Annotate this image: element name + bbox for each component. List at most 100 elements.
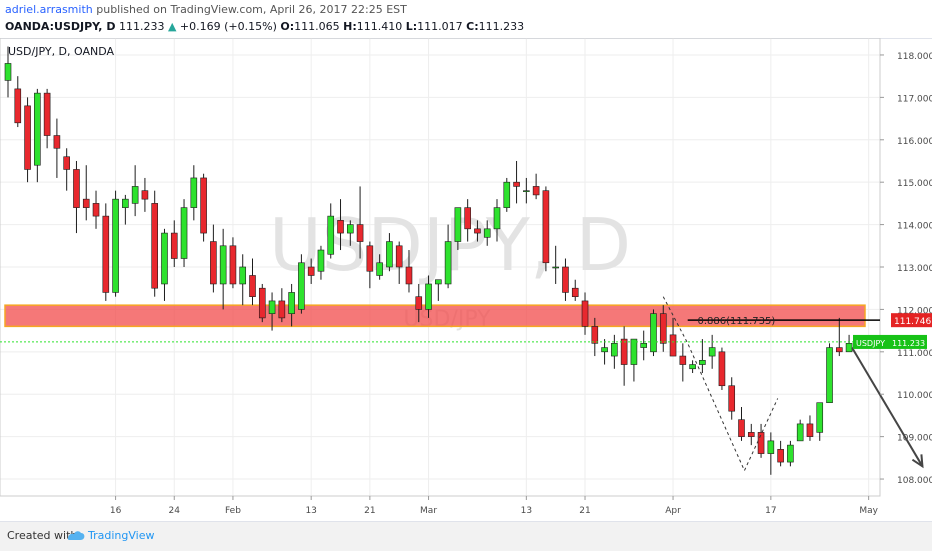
low-label: L: bbox=[405, 20, 418, 33]
current-price-tag-text: 111.233 bbox=[892, 339, 925, 348]
candle-body bbox=[659, 313, 667, 344]
candle-body bbox=[757, 432, 765, 454]
candle-body bbox=[210, 241, 217, 285]
up-arrow-icon: ▲ bbox=[167, 20, 177, 33]
candle-body bbox=[542, 190, 550, 264]
candle-body bbox=[718, 351, 726, 387]
y-tick-label: 112.000 bbox=[897, 306, 932, 316]
current-price-tag bbox=[890, 334, 927, 349]
candle-body bbox=[571, 287, 579, 297]
x-tick-label: 17 bbox=[765, 506, 776, 516]
candlestick-chart[interactable]: USDJPY, D USD/JPY 0.886(111.735) 108.000… bbox=[0, 37, 932, 520]
open-value: 111.065 bbox=[294, 20, 340, 33]
candle-body bbox=[738, 419, 745, 437]
candle-body bbox=[699, 359, 706, 365]
candle-body bbox=[835, 347, 843, 353]
candle-body bbox=[102, 215, 110, 293]
y-tick-label: 114.000 bbox=[897, 222, 932, 232]
candle-body bbox=[601, 347, 608, 353]
chart-header: adriel.arrasmith published on TradingVie… bbox=[0, 0, 932, 39]
candle-body bbox=[268, 300, 276, 314]
candle-body bbox=[747, 432, 755, 437]
projection-arrow-line bbox=[851, 347, 924, 467]
candle-body bbox=[24, 105, 31, 170]
tradingview-link[interactable]: TradingView bbox=[88, 529, 155, 542]
candle-body bbox=[532, 186, 540, 196]
publish-info: adriel.arrasmith published on TradingVie… bbox=[5, 3, 407, 16]
candle-body bbox=[141, 190, 149, 200]
candle-body bbox=[229, 245, 237, 285]
candle-body bbox=[92, 203, 100, 217]
candle-body bbox=[180, 207, 188, 259]
candle-body bbox=[239, 266, 247, 285]
candle-body bbox=[777, 449, 784, 463]
x-tick-label: 21 bbox=[579, 506, 590, 516]
candle-body bbox=[190, 177, 198, 208]
candle-body bbox=[444, 241, 452, 285]
close-label: C: bbox=[466, 20, 479, 33]
high-label: H: bbox=[343, 20, 357, 33]
candle-body bbox=[376, 262, 383, 276]
y-tick-label: 118.000 bbox=[897, 52, 932, 62]
candle-body bbox=[298, 262, 305, 310]
candle-body bbox=[435, 279, 442, 285]
candle-body bbox=[493, 207, 501, 230]
candle-body bbox=[317, 249, 325, 272]
resistance-zone bbox=[4, 304, 866, 328]
x-tick-label: Mar bbox=[420, 506, 437, 516]
candle-body bbox=[112, 198, 119, 293]
published-text: published on TradingView.com, April 26, … bbox=[96, 3, 407, 16]
candle-body bbox=[327, 215, 335, 255]
candle-body bbox=[82, 198, 90, 208]
candle-body bbox=[122, 198, 129, 208]
candle-body bbox=[415, 296, 423, 310]
candle-body bbox=[640, 343, 648, 348]
candle-body bbox=[73, 169, 80, 208]
candle-body bbox=[669, 334, 677, 357]
chart-area[interactable]: USDJPY, D USD/JPY 0.886(111.735) 108.000… bbox=[0, 37, 932, 520]
candle-body bbox=[151, 203, 158, 289]
candle-body bbox=[513, 181, 520, 187]
candle-body bbox=[708, 347, 716, 357]
candle-body bbox=[679, 355, 687, 365]
candle-body bbox=[620, 338, 628, 365]
candle-body bbox=[4, 63, 12, 81]
author-link[interactable]: adriel.arrasmith bbox=[5, 3, 93, 16]
symbol-tag bbox=[853, 334, 890, 349]
candle-body bbox=[689, 364, 696, 370]
projection-arrow-head bbox=[911, 454, 924, 469]
fib-level-label: 0.886(111.735) bbox=[697, 316, 775, 327]
candle-body bbox=[346, 224, 354, 234]
candle-body bbox=[454, 207, 462, 242]
candle-body bbox=[34, 92, 41, 166]
price-change: +0.169 (+0.15%) bbox=[179, 20, 277, 33]
candle-body bbox=[816, 402, 824, 433]
candle-body bbox=[562, 266, 569, 293]
candle-body bbox=[337, 220, 344, 234]
created-with-text: Created with bbox=[7, 529, 78, 542]
candle-body bbox=[258, 287, 266, 319]
candle-body bbox=[161, 232, 168, 285]
candle-body bbox=[581, 300, 589, 327]
candle-body bbox=[249, 275, 256, 297]
candle-body bbox=[425, 283, 432, 310]
candle-body bbox=[474, 228, 481, 234]
candle-body bbox=[630, 338, 638, 365]
harmonic-pattern-line bbox=[662, 296, 779, 472]
ohlc-legend: OANDA:USDJPY, D 111.233 ▲ +0.169 (+0.15%… bbox=[5, 20, 524, 33]
candle-body bbox=[278, 300, 286, 319]
candle-body bbox=[288, 292, 295, 314]
candle-body bbox=[503, 181, 511, 208]
fib-price-tag-text: 111.746 bbox=[894, 317, 931, 327]
x-tick-label: 13 bbox=[305, 506, 316, 516]
candle-body bbox=[170, 232, 178, 259]
footer: Created with TradingView bbox=[0, 521, 932, 551]
candle-body bbox=[405, 266, 413, 285]
candle-body bbox=[43, 92, 51, 136]
candle-body bbox=[395, 245, 403, 268]
candle-body bbox=[356, 224, 364, 242]
y-tick-label: 111.000 bbox=[897, 349, 932, 359]
y-tick-label: 113.000 bbox=[897, 264, 932, 274]
low-value: 111.017 bbox=[417, 20, 463, 33]
y-tick-label: 116.000 bbox=[897, 137, 932, 147]
